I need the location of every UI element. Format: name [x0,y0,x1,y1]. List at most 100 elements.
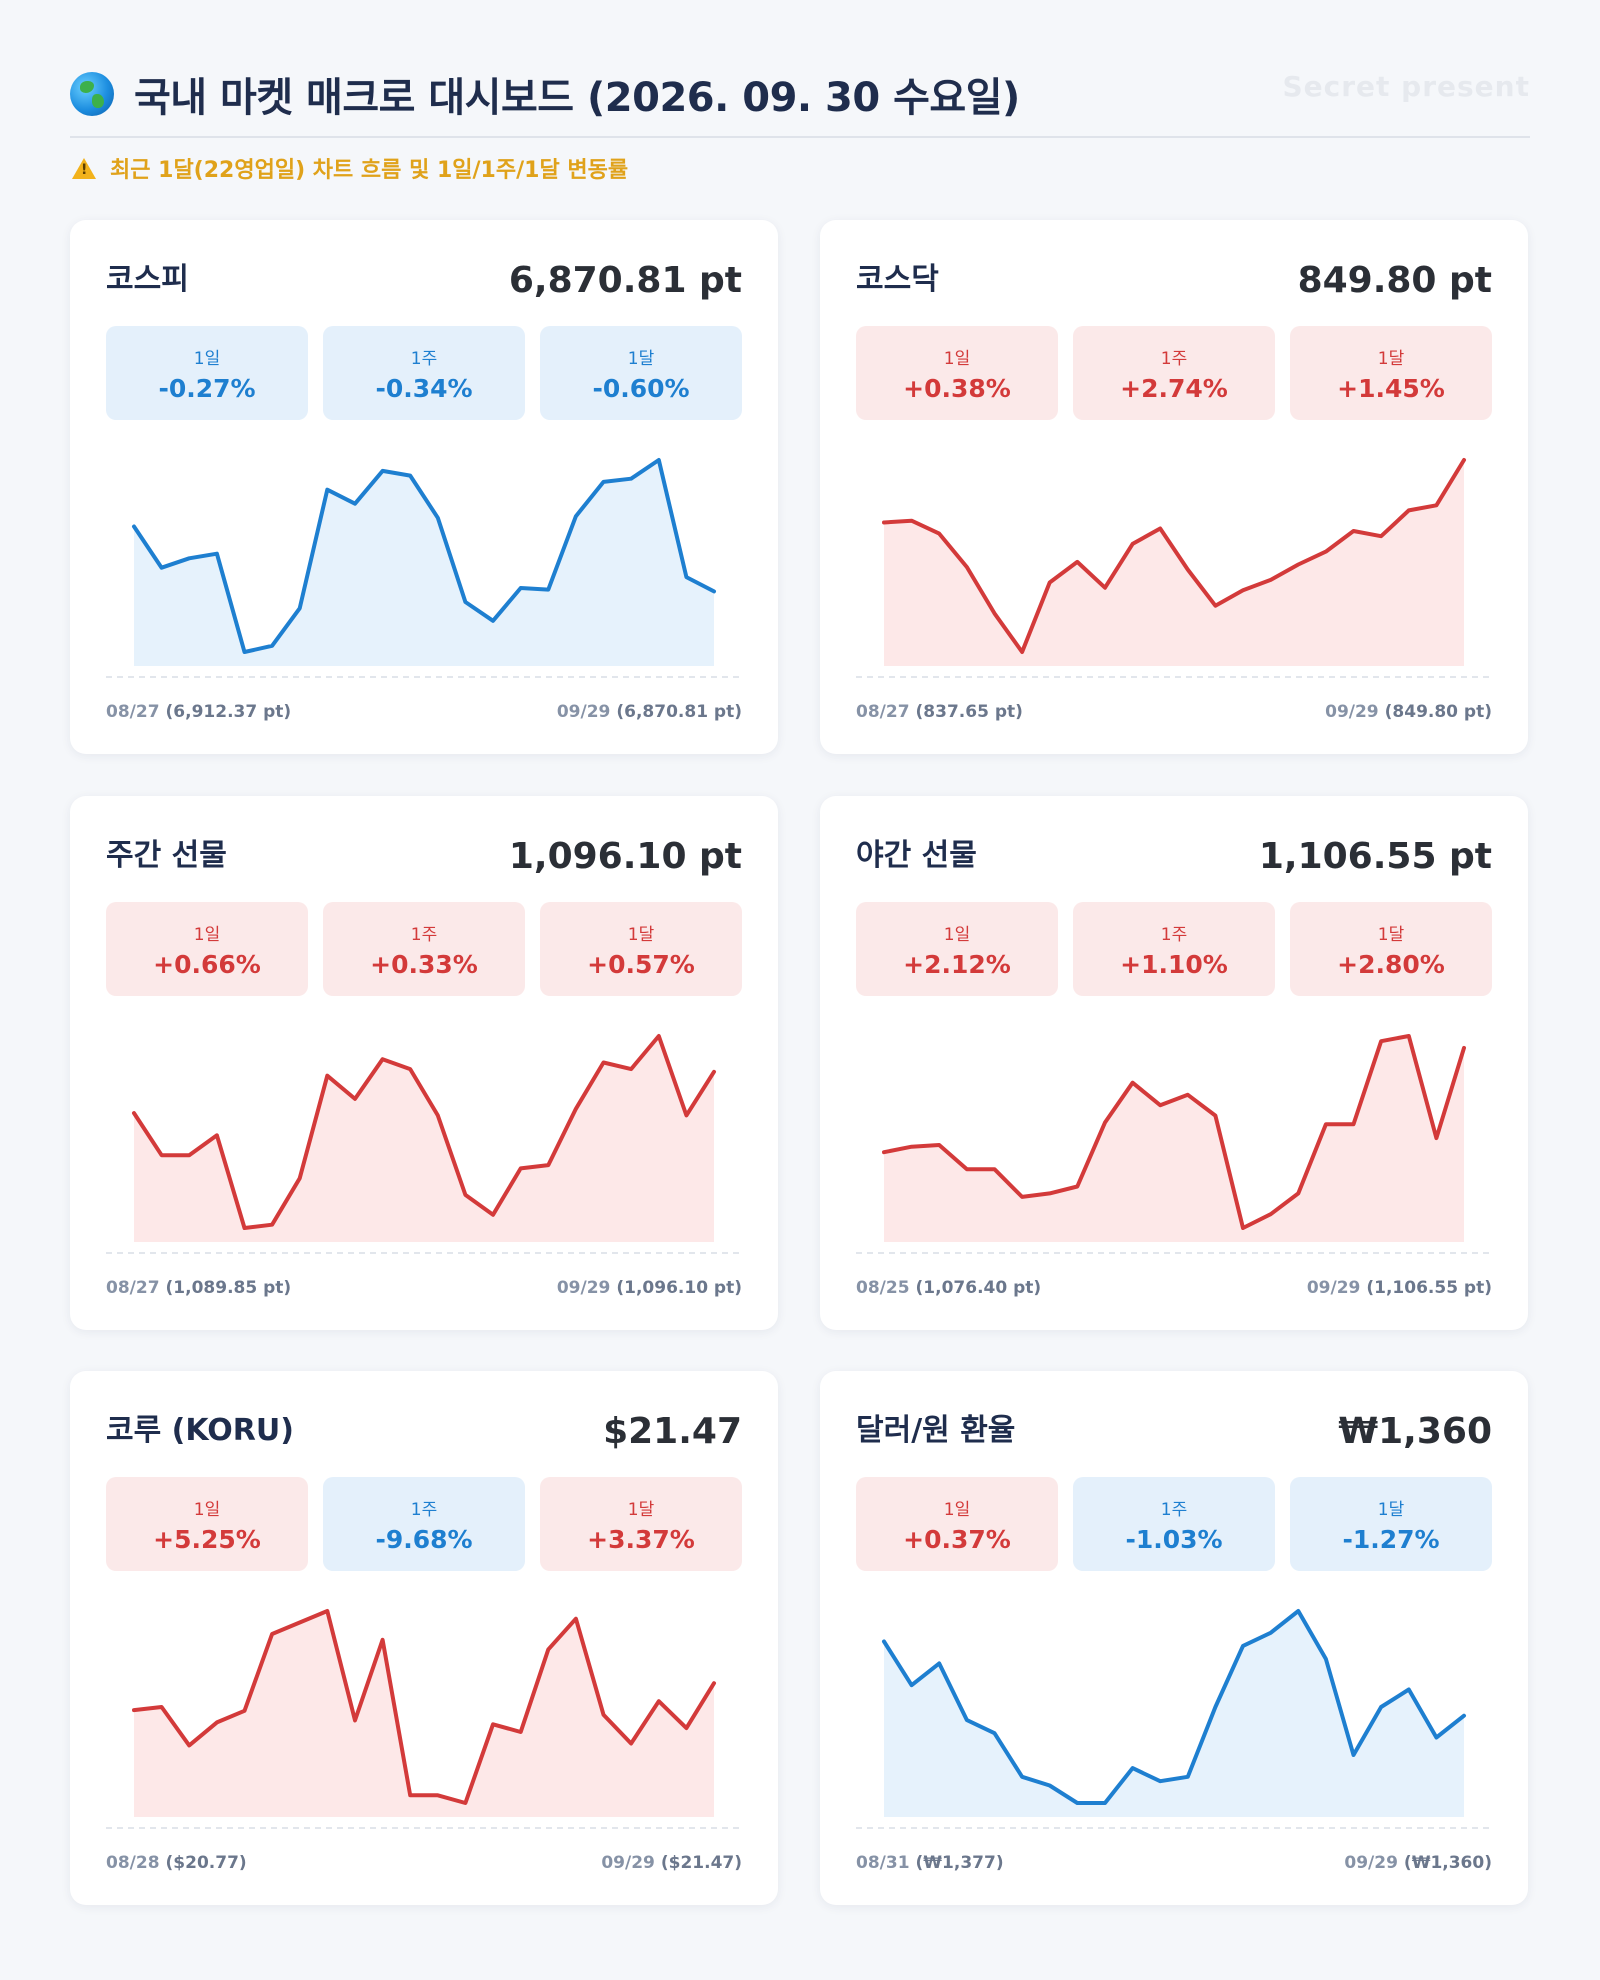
chart-point [244,651,245,653]
chart-point [437,517,439,519]
chart-point [911,520,913,522]
chart-point [1325,551,1327,553]
line-chart [856,1034,1492,1254]
chart-point [133,1709,135,1711]
chart-point [1132,1767,1134,1769]
chart-point [520,1167,522,1169]
card-title: 야간 선물 [856,838,977,873]
chart-point [520,587,522,589]
change-chip: 1달 +0.57% [540,902,742,996]
chart-point [1353,530,1354,532]
change-percent: +5.25% [153,1525,261,1554]
card-title: 코스피 [106,262,189,297]
change-chip: 1일 +2.12% [856,902,1058,996]
change-period-label: 1일 [943,1500,971,1520]
end-label: 09/29 (1,106.55 pt) [1307,1278,1492,1298]
change-chip: 1일 +0.66% [106,902,308,996]
change-period-label: 1주 [1160,1500,1188,1520]
change-chip: 1주 +0.33% [323,902,525,996]
change-period-label: 1주 [410,925,438,945]
change-percent: +1.10% [1120,950,1228,979]
chart-area [134,1611,714,1817]
chart-point [188,557,190,559]
chart-area [884,1036,1464,1242]
chart-point [1214,605,1216,607]
chart-point [437,1794,439,1796]
chart-point [658,1035,660,1037]
chart-point [658,459,660,461]
end-date: 09/29 [556,702,611,722]
chart-series-line [882,1609,1466,1805]
chart-area [884,460,1464,666]
change-percent: +0.37% [903,1525,1011,1554]
line-chart [856,458,1492,678]
start-date: 08/27 [106,1278,160,1298]
change-period-label: 1주 [410,1500,438,1520]
start-label: 08/28 ($20.77) [106,1853,247,1873]
chart-point [685,1727,687,1729]
chart-point [1104,1122,1106,1123]
chart-point [713,590,715,592]
change-percent: +0.33% [370,950,478,979]
chart-point [216,553,218,555]
market-card: 코스닥 849.80 pt 1일 +0.38% 1주 +2.74% 1달 +1.45% 08/2… [820,220,1528,754]
chart-series-line [882,458,1466,654]
chart-point [161,1706,163,1708]
page-title: 국내 마켓 매크로 대시보드 (2026. 09. 30 수요일) [134,75,1020,121]
end-label: 09/29 (₩1,360) [1344,1853,1492,1873]
change-period-label: 1일 [193,1500,221,1520]
chart-point [966,1719,968,1721]
chart-series-line [882,1034,1466,1230]
start-date: 08/31 [856,1853,910,1873]
chart-area [884,1611,1464,1817]
chart-point [326,1075,328,1077]
change-chips: 1일 +0.37% 1주 -1.03% 1달 -1.27% [856,1477,1492,1571]
chart-point [464,1194,466,1196]
chart-point [911,1684,913,1686]
chart-point [1270,1213,1272,1215]
change-chip: 1달 +2.80% [1290,902,1492,996]
chart-point [299,1177,301,1179]
chart-point [464,1802,466,1804]
chart-point [326,489,328,491]
chart-point [547,1164,549,1166]
chart-series-line [132,1609,716,1805]
start-value: (₩1,377) [915,1853,1004,1873]
change-chip: 1주 -1.03% [1073,1477,1275,1571]
end-date: 09/29 [1344,1853,1398,1873]
chart-point [1132,543,1134,545]
chart-point [883,1641,885,1642]
change-percent: -1.27% [1342,1525,1440,1554]
market-card: 달러/원 환율 ₩1,360 1일 +0.37% 1주 -1.03% 1달 -1.27% 08/… [820,1371,1528,1905]
start-label: 08/27 (1,089.85 pt) [106,1278,291,1298]
chart-point [244,1227,245,1229]
chart-point [603,1062,604,1063]
chart-point [966,566,968,568]
change-chip: 1주 -0.34% [323,326,525,420]
subtitle-text: 최근 1달(22영업일) 차트 흐름 및 1일/1주/1달 변동률 [110,158,629,183]
chart-point [1049,1785,1051,1786]
chart-point [1408,1035,1410,1037]
card-current-value: 6,870.81 pt [508,260,742,301]
chart-point [630,1743,632,1744]
chart-point [994,1168,995,1170]
change-period-label: 1달 [627,1500,655,1520]
change-period-label: 1달 [1377,1500,1405,1520]
change-period-label: 1달 [627,925,655,945]
change-period-label: 1일 [193,925,221,945]
change-percent: +0.38% [903,374,1011,403]
end-date: 09/29 [601,1853,655,1873]
end-label: 09/29 (1,096.10 pt) [557,1278,742,1298]
globe-icon [70,72,114,116]
card-current-value: 1,106.55 pt [1258,836,1492,877]
chart-point [1242,1227,1244,1229]
chart-point [1408,1689,1410,1690]
chart-point [1187,1094,1189,1096]
chart-point [382,470,384,472]
change-percent: +2.80% [1337,950,1445,979]
chart-point [630,1068,632,1070]
change-percent: +2.74% [1120,374,1228,403]
card-title: 코루 (KORU) [106,1413,294,1448]
change-chip: 1일 +0.38% [856,326,1058,420]
chart-point [354,1719,356,1721]
